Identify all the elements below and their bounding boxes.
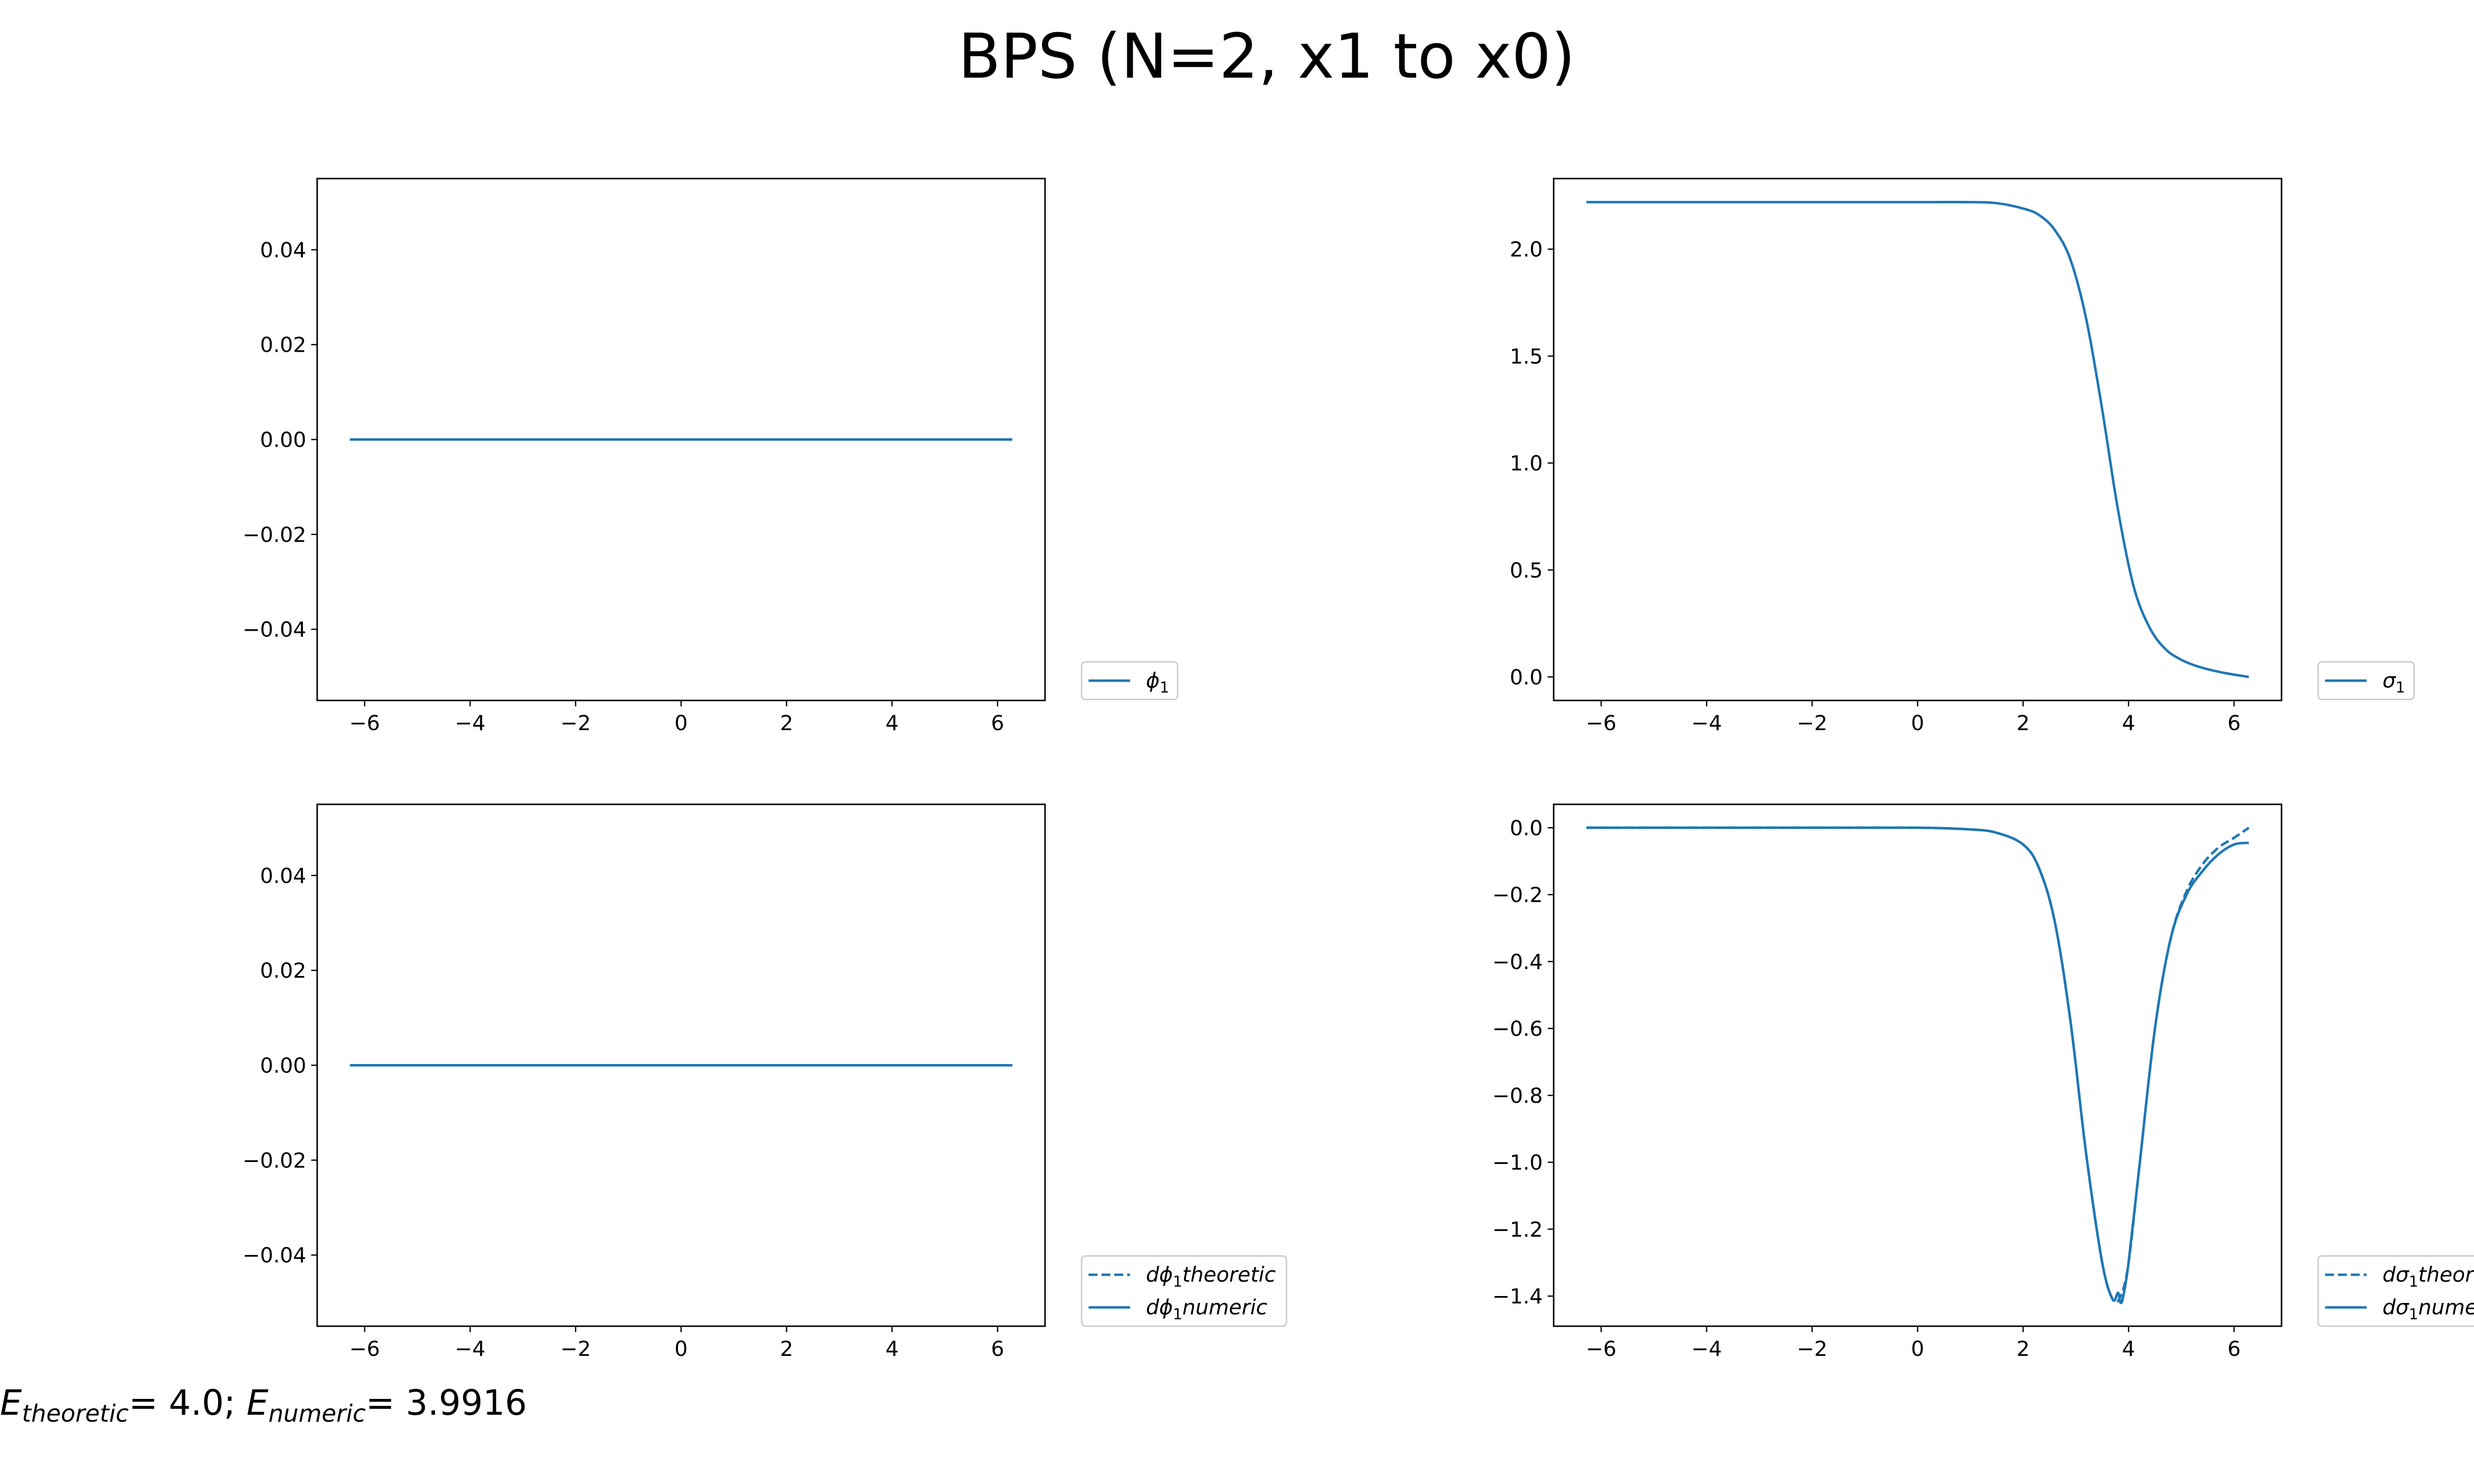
subplot-dsigma1: −6 −4 −2 0 2 4 6 0.0 −0.2 −0.4 −0.6 −0.8 −1.0 −1.2 −1.…	[1492, 803, 2474, 1361]
legend-label-subscript: 1	[2409, 1306, 2418, 1323]
energy-readout: Etheoretic= 4.0; Enumeric= 3.9916	[0, 1383, 527, 1428]
subplot-dphi1: −6 −4 −2 0 2 4 60.040.020.00−0.02−0.04dϕ1theor…	[242, 803, 1287, 1361]
y-tick-label: −1.0	[1492, 1151, 1543, 1175]
legend-label-subscript: 1	[1173, 1306, 1182, 1323]
x-tick-label: 4	[886, 711, 899, 735]
y-tick-label: −0.04	[242, 1243, 306, 1267]
legend-label-main: dϕ	[1146, 1262, 1173, 1287]
energy-theoretic-symbol: E	[0, 1383, 22, 1423]
legend-label-tail: numeric	[1182, 1295, 1267, 1319]
figure-title: BPS (N=2, x1 to x0)	[958, 21, 1575, 93]
y-tick-label: 2.0	[1510, 237, 1543, 262]
legend: σ1	[2317, 661, 2415, 700]
y-tick-label: 0.00	[260, 428, 306, 452]
energy-numeric-subscript: numeric	[268, 1400, 366, 1428]
energy-theoretic-subscript: theoretic	[22, 1400, 129, 1428]
legend-label: dσ1numeric	[2382, 1295, 2474, 1323]
y-tick-label: 0.0	[1510, 816, 1543, 840]
y-tick-label: −0.4	[1492, 950, 1543, 974]
y-tick-label: 1.5	[1510, 344, 1543, 369]
x-tick-label: −4	[1691, 1337, 1722, 1361]
legend-label: σ1	[2382, 668, 2405, 696]
legend-label-tail: theoretic	[1182, 1262, 1276, 1287]
y-tick-label: 0.00	[260, 1054, 306, 1078]
legend-box	[1081, 1255, 1287, 1327]
x-tick-label: 2	[2016, 711, 2030, 735]
x-tick-label: 6	[2228, 1337, 2241, 1361]
x-tick-label: 4	[2122, 1337, 2136, 1361]
y-tick-label: 0.04	[260, 238, 306, 262]
legend-label-main: dϕ	[1146, 1295, 1173, 1319]
y-tick-label: 0.02	[260, 959, 306, 983]
y-tick-label: −0.8	[1492, 1083, 1543, 1108]
x-tick-label: −2	[1797, 711, 1827, 735]
legend-label-main: dσ	[2382, 1295, 2410, 1319]
legend-label: dσ1theoretic	[2382, 1262, 2474, 1291]
x-tick-label: 2	[780, 711, 793, 735]
y-tick-label: −1.4	[1492, 1284, 1543, 1308]
legend-label-subscript: 1	[2409, 1273, 2418, 1291]
legend-label-subscript: 1	[2396, 679, 2405, 696]
legend-label-tail: theoretic	[2418, 1262, 2474, 1287]
y-tick-label: −0.04	[242, 617, 306, 642]
x-tick-label: −4	[455, 711, 485, 735]
y-tick-label: −0.6	[1492, 1017, 1543, 1041]
x-tick-label: 2	[780, 1337, 793, 1361]
x-tick-label: 0	[1911, 1337, 1924, 1361]
energy-numeric-value: = 3.9916	[366, 1383, 527, 1423]
legend-label-subscript: 1	[1173, 1273, 1182, 1291]
y-tick-label: 0.04	[260, 864, 306, 888]
x-tick-label: −6	[1586, 711, 1617, 735]
x-tick-label: −6	[349, 711, 380, 735]
x-tick-label: 0	[674, 711, 688, 735]
y-tick-label: −1.2	[1492, 1217, 1543, 1242]
x-tick-label: −2	[560, 711, 591, 735]
y-tick-label: −0.02	[242, 1148, 306, 1172]
legend-label-main: ϕ	[1146, 668, 1160, 693]
x-tick-label: −6	[349, 1337, 380, 1361]
series-line-main	[1586, 200, 2249, 678]
axes-frame	[1553, 178, 2283, 701]
x-tick-label: 0	[674, 1337, 688, 1361]
legend-label: dϕ1theoretic	[1146, 1262, 1276, 1291]
x-tick-label: 0	[1911, 711, 1924, 735]
axes-frame	[1553, 803, 2283, 1327]
x-tick-label: −4	[455, 1337, 485, 1361]
y-tick-label: 0.0	[1510, 665, 1543, 689]
x-tick-label: 4	[886, 1337, 899, 1361]
y-tick-label: −0.02	[242, 522, 306, 547]
legend-label: ϕ1	[1146, 668, 1169, 696]
y-tick-label: 0.5	[1510, 558, 1543, 582]
subplot-phi1: −6 −4 −2 0 2 4 6 0.04 0.02 0.00 −0.02 −0.04 ϕ1	[242, 178, 1179, 735]
legend-label-tail: numeric	[2418, 1295, 2474, 1319]
energy-numeric-symbol: E	[246, 1383, 269, 1423]
legend-label: dϕ1numeric	[1146, 1295, 1268, 1323]
legend: ϕ1	[1081, 661, 1179, 700]
x-tick-label: −2	[560, 1337, 591, 1361]
x-tick-label: 4	[2122, 711, 2136, 735]
x-tick-label: −6	[1586, 1337, 1617, 1361]
x-tick-label: −4	[1691, 711, 1722, 735]
y-tick-label: 0.02	[260, 333, 306, 357]
legend: dσ1theoreticdσ1numeric	[2317, 1255, 2474, 1327]
subplot-sigma1: −6 −4 −2 0 2 4 6 2.0 1.5 1.0 0.5 0.0 σ1	[1510, 178, 2415, 735]
x-tick-label: 6	[991, 1337, 1004, 1361]
legend-label-subscript: 1	[1160, 679, 1169, 696]
x-tick-label: 2	[2016, 1337, 2030, 1361]
x-tick-label: 6	[2228, 711, 2241, 735]
x-tick-label: 6	[991, 711, 1004, 735]
y-tick-label: −0.2	[1492, 883, 1543, 907]
legend-label-main: σ	[2382, 668, 2396, 693]
x-tick-label: −2	[1797, 1337, 1827, 1361]
legend-label-main: dσ	[2382, 1262, 2410, 1287]
y-tick-label: 1.0	[1510, 451, 1543, 475]
energy-theoretic-value: = 4.0;	[129, 1383, 246, 1423]
series-line-numeric	[1586, 826, 2249, 1304]
